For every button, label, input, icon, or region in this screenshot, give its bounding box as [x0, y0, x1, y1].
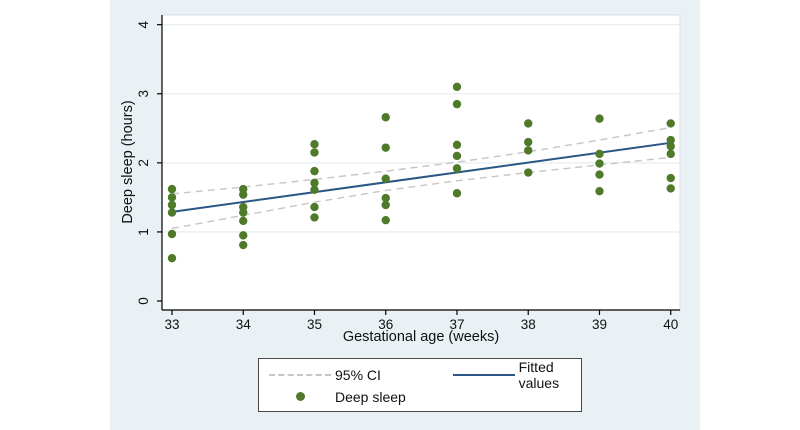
ci-legend-label: 95% CI: [335, 366, 381, 383]
x-tick-label: 37: [449, 317, 464, 332]
scatter-point: [167, 200, 177, 210]
scatter-point: [452, 140, 462, 150]
scatter-point: [666, 149, 675, 159]
scatter-point: [167, 184, 177, 194]
scatter-point: [524, 146, 533, 155]
scatter-point: [381, 143, 390, 152]
scatter-point: [167, 193, 177, 202]
y-tick-label: 3: [136, 90, 151, 98]
scatter-point: [167, 229, 177, 239]
y-tick-label: 4: [136, 20, 151, 28]
scatter-point: [310, 213, 319, 222]
y-tick-label: 0: [136, 297, 151, 305]
x-tick-label: 34: [236, 317, 252, 332]
y-tick-label: 1: [136, 228, 151, 236]
scatter-point: [452, 99, 462, 109]
scatter-point: [239, 240, 248, 250]
legend-row-2: Deep sleep: [265, 386, 575, 407]
scatter-point: [239, 231, 248, 240]
scatter-point: [310, 148, 319, 157]
scatter-point: [452, 189, 462, 198]
x-axis-title: Gestational age (weeks): [342, 329, 500, 345]
scatter-point: [524, 119, 533, 128]
scatter-point: [381, 174, 390, 183]
scatter-point: [666, 135, 675, 145]
scatter-point: [310, 202, 319, 212]
dot-marker-icon: [295, 392, 305, 401]
scatter-point: [595, 149, 604, 159]
scatter-point: [310, 139, 319, 149]
scatter-point: [666, 184, 675, 193]
chart-canvas: 0 1 2 3 4 33 34 35 36 37 38 39 40 Gestational age (w…: [110, 0, 700, 430]
scatter-point: [167, 253, 177, 263]
scatter-point: [666, 119, 675, 128]
scatter-point: [666, 173, 675, 183]
scatter-point: [595, 170, 604, 179]
scatter-point: [239, 190, 248, 199]
scatter-point: [452, 164, 462, 173]
fitted-legend-label: Fitted values: [518, 358, 560, 391]
deep-sleep-legend-swatch: [265, 392, 335, 401]
legend-row-1: 95% CI Fitted values: [265, 359, 575, 391]
x-tick-label: 35: [307, 317, 322, 332]
scatter-point: [310, 166, 319, 176]
ci-lower-line: [171, 156, 671, 230]
scatter-point: [310, 178, 319, 188]
legend: 95% CI Fitted values Deep sleep: [258, 358, 582, 412]
scatter-point: [239, 208, 248, 217]
x-tick-label: 39: [592, 317, 607, 332]
x-tick-label: 38: [521, 317, 536, 332]
scatter-point: [452, 151, 462, 161]
fitted-line: [171, 141, 671, 213]
y-tick-label: 2: [136, 159, 151, 167]
x-tick-label: 40: [663, 317, 678, 332]
x-tick-label: 33: [164, 317, 179, 332]
dashed-line-icon: [269, 373, 331, 376]
scatter-point: [666, 142, 675, 151]
scatter-point: [381, 193, 390, 203]
scatter-point: [524, 137, 533, 147]
y-axis-title: Deep sleep (hours): [120, 100, 136, 224]
scatter-point: [381, 215, 390, 225]
scatter-point: [595, 114, 604, 123]
x-tick-label: 36: [378, 317, 393, 332]
scatter-point: [381, 113, 390, 122]
scatter-point: [452, 82, 462, 92]
scatter-point: [595, 159, 604, 168]
scatter-point: [524, 168, 533, 177]
scatter-point: [167, 208, 177, 217]
scatter-point: [381, 200, 390, 210]
deep-sleep-legend-label: Deep sleep: [335, 388, 406, 405]
scatter-point: [310, 185, 319, 194]
scatter-point: [595, 186, 604, 196]
fitted-legend-swatch: [449, 373, 519, 376]
ci-legend-swatch: [265, 373, 335, 376]
solid-line-icon: [452, 373, 515, 376]
scatter-point: [239, 216, 248, 226]
